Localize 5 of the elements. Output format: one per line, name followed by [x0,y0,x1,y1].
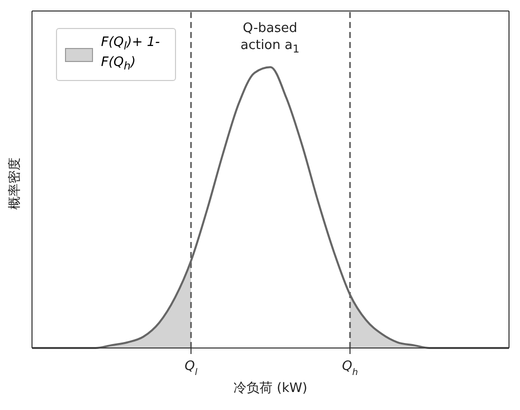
x-axis-title: 冷负荷 (kW) [234,381,308,396]
x-tick-label: Q$_{h}$ [342,359,358,378]
legend-label: F(Q$_{l}$)+ 1-F(Q$_{h}$) [101,35,161,74]
x-tick-label: Q$_{l}$ [184,359,198,378]
text: Q-based action a$_{1}$ [239,20,300,58]
